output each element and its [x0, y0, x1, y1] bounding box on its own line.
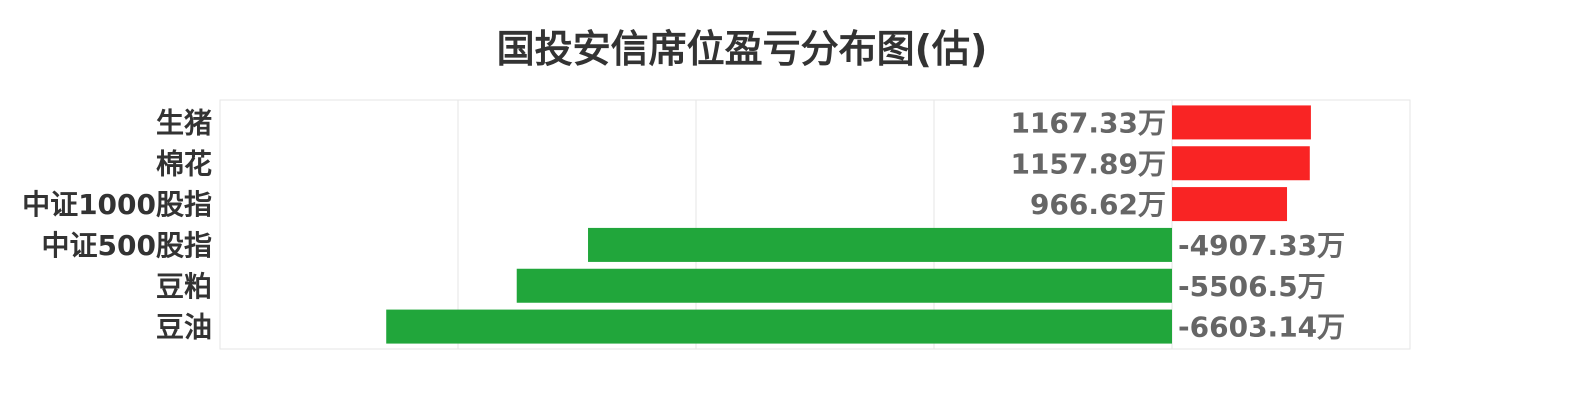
plot-area: [219, 99, 1411, 350]
data-label: -5506.5万: [1178, 270, 1326, 303]
bar-3: [588, 227, 1172, 262]
chart-title: 国投安信席位盈亏分布图(估): [496, 27, 988, 71]
data-label: -4907.33万: [1178, 229, 1345, 262]
data-label: -6603.14万: [1178, 311, 1345, 344]
category-label: 豆油: [156, 311, 212, 344]
bar-5: [386, 309, 1173, 344]
bar-0: [1172, 105, 1311, 140]
bar-1: [1172, 146, 1310, 181]
category-label: 生猪: [156, 106, 212, 139]
data-label: 1157.89万: [1010, 147, 1166, 180]
data-label: 1167.33万: [1010, 106, 1166, 139]
category-label: 豆粕: [156, 270, 212, 303]
category-label: 中证1000股指: [22, 188, 212, 221]
bar-4: [516, 268, 1172, 303]
data-label: 966.62万: [1030, 188, 1166, 221]
bar-2: [1172, 187, 1288, 222]
category-label: 中证500股指: [42, 229, 212, 262]
category-label: 棉花: [156, 147, 212, 180]
